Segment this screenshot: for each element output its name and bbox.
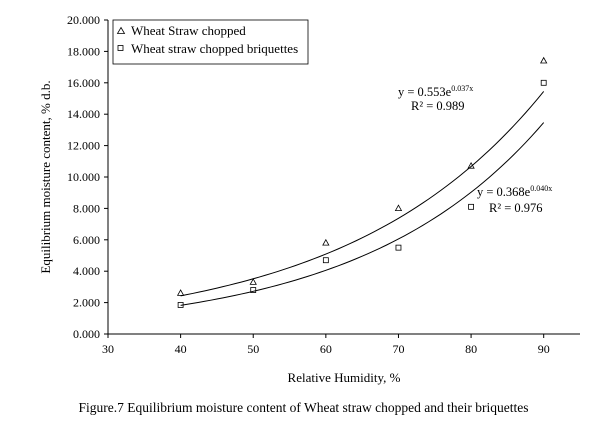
equation-text-1: y = 0.553e0.037x — [398, 84, 473, 99]
y-axis-label: Equilibrium moisture content, % d.b. — [38, 80, 53, 273]
point-briquettes — [395, 244, 402, 251]
point-wheat-straw-chopped — [249, 278, 257, 285]
point-wheat-straw-chopped — [394, 204, 403, 212]
trendline-series-1 — [180, 122, 545, 306]
point-wheat-straw-chopped — [540, 56, 548, 64]
y-tick-label: 2.000 — [73, 296, 100, 310]
x-tick-label: 90 — [538, 342, 550, 356]
legend-box — [112, 19, 309, 65]
x-ticks: 30 40 50 60 70 80 90 — [102, 334, 550, 356]
x-tick-label: 70 — [392, 342, 404, 356]
trendlines — [180, 91, 545, 306]
x-tick-label: 30 — [102, 342, 114, 356]
point-briquettes — [540, 79, 547, 86]
data-markers — [176, 56, 548, 308]
equation-wheat-straw-chopped: y = 0.553e0.037x R² = 0.989 — [398, 84, 473, 113]
y-tick-label: 0.000 — [73, 327, 100, 341]
equation-briquettes: y = 0.368e0.040x R² = 0.976 — [477, 184, 552, 215]
legend-marker-triangle — [116, 26, 126, 34]
r2-text-2: R² = 0.976 — [489, 201, 543, 215]
y-tick-label: 12.000 — [67, 139, 100, 153]
x-tick-label: 40 — [175, 342, 187, 356]
legend-marker-square — [117, 45, 124, 51]
y-axis: 0.000 2.000 4.000 6.000 8.000 10.000 12.000 14.… — [67, 13, 109, 341]
x-axis: 30 40 50 60 70 80 90 — [102, 333, 580, 356]
y-tick-label: 14.000 — [67, 107, 100, 121]
y-tick-label: 20.000 — [67, 13, 100, 27]
x-axis-label: Relative Humidity, % — [288, 370, 401, 385]
point-briquettes — [177, 302, 184, 308]
x-tick-label: 80 — [465, 342, 477, 356]
x-tick-label: 60 — [320, 342, 332, 356]
legend: Wheat Straw chopped Wheat straw chopped … — [112, 19, 309, 65]
point-briquettes — [468, 203, 474, 210]
point-wheat-straw-chopped — [322, 238, 330, 246]
y-tick-label: 4.000 — [73, 264, 100, 278]
trendline-series-0 — [180, 91, 545, 297]
y-tick-label: 6.000 — [73, 233, 100, 247]
point-wheat-straw-chopped — [467, 161, 475, 169]
figure-caption: Figure.7 Equilibrium moisture content of… — [78, 400, 529, 415]
y-ticks: 0.000 2.000 4.000 6.000 8.000 10.000 12.000 14.… — [67, 13, 108, 341]
y-tick-label: 18.000 — [67, 44, 100, 58]
legend-label-briquettes: Wheat straw chopped briquettes — [131, 41, 298, 56]
legend-label-wheat-straw-chopped: Wheat Straw chopped — [131, 23, 246, 38]
equation-text-2: y = 0.368e0.040x — [477, 184, 552, 199]
y-tick-label: 16.000 — [67, 76, 100, 90]
chart: 0.000 2.000 4.000 6.000 8.000 10.000 12.000 14.… — [38, 13, 580, 385]
y-tick-label: 8.000 — [73, 201, 100, 215]
r2-text-1: R² = 0.989 — [411, 99, 465, 113]
point-wheat-straw-chopped — [176, 289, 185, 296]
point-briquettes — [250, 287, 257, 293]
x-tick-label: 50 — [247, 342, 259, 356]
point-briquettes — [322, 257, 329, 264]
y-tick-label: 10.000 — [67, 170, 100, 184]
